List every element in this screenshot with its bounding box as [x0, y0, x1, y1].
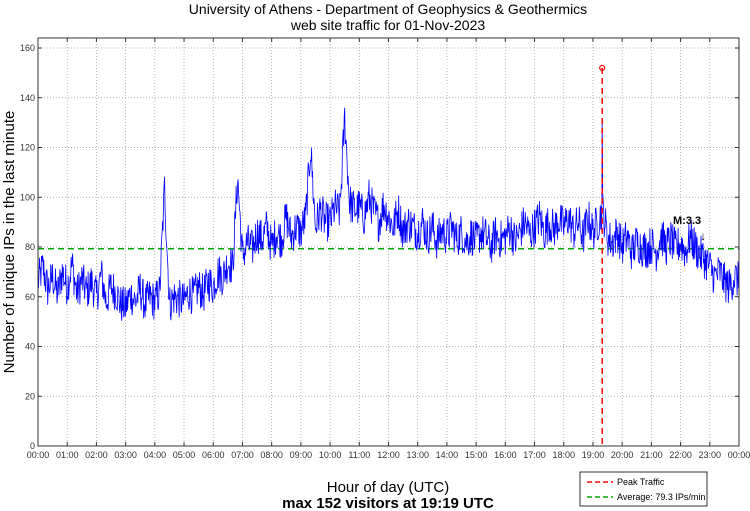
x-tick-label: 21:00: [640, 450, 663, 460]
annotation-arrow-icon: ↓: [700, 229, 706, 243]
x-tick-label: 14:00: [436, 450, 459, 460]
legend-peak-label: Peak Traffic: [617, 477, 665, 487]
x-tick-label: 09:00: [290, 450, 313, 460]
x-tick-label: 23:00: [699, 450, 722, 460]
traffic-series-line: [37, 107, 740, 321]
y-tick-label: 20: [25, 391, 35, 401]
x-tick-label: 00:00: [728, 450, 750, 460]
peak-marker: [599, 64, 606, 72]
x-tick-label: 18:00: [552, 450, 575, 460]
y-tick-label: 0: [30, 441, 35, 451]
legend: Peak Traffic Average: 79.3 IPs/min: [579, 471, 708, 507]
chart-subtitle: max 152 visitors at 19:19 UTC: [282, 495, 494, 511]
y-tick-label: 140: [20, 93, 35, 103]
y-tick-label: 120: [20, 143, 35, 153]
x-axis-label: Hour of day (UTC): [327, 479, 450, 496]
legend-average-label: Average: 79.3 IPs/min: [617, 492, 705, 502]
y-tick-label: 40: [25, 342, 35, 352]
x-tick-label: 20:00: [611, 450, 634, 460]
x-tick-label: 12:00: [377, 450, 400, 460]
x-tick-label: 13:00: [406, 450, 429, 460]
chart-title-line-1: University of Athens - Department of Geo…: [189, 1, 587, 17]
chart-title-line-2: web site traffic for 01-Nov-2023: [290, 17, 485, 33]
x-tick-label: 10:00: [319, 450, 342, 460]
x-tick-label: 06:00: [202, 450, 225, 460]
x-tick-label: 16:00: [494, 450, 517, 460]
plot-frame: [37, 37, 740, 447]
y-axis-label: Number of unique IPs in the last minute: [1, 111, 18, 374]
x-tick-label: 02:00: [85, 450, 108, 460]
x-tick-label: 00:00: [27, 450, 50, 460]
x-tick-label: 15:00: [465, 450, 488, 460]
x-tick-label: 22:00: [669, 450, 692, 460]
y-tick-label: 80: [25, 242, 35, 252]
x-tick-label: 08:00: [260, 450, 283, 460]
x-tick-label: 04:00: [144, 450, 167, 460]
y-tick-label: 100: [20, 192, 35, 202]
x-axis-ticks: 00:00 01:00 02:00 03:00 04:00 05:00 06:00 07:00…: [27, 38, 750, 460]
y-tick-label: 60: [25, 292, 35, 302]
x-tick-label: 07:00: [231, 450, 254, 460]
x-tick-label: 05:00: [173, 450, 196, 460]
y-tick-label: 160: [20, 43, 35, 53]
x-tick-label: 17:00: [523, 450, 546, 460]
x-tick-label: 11:00: [348, 450, 370, 460]
y-axis-ticks: 0 20 40 60 80 100 120 140 160: [20, 43, 739, 451]
x-tick-label: 03:00: [114, 450, 137, 460]
x-tick-label: 19:00: [582, 450, 605, 460]
x-tick-label: 01:00: [56, 450, 79, 460]
annotation-label: M:3.3: [673, 215, 701, 227]
